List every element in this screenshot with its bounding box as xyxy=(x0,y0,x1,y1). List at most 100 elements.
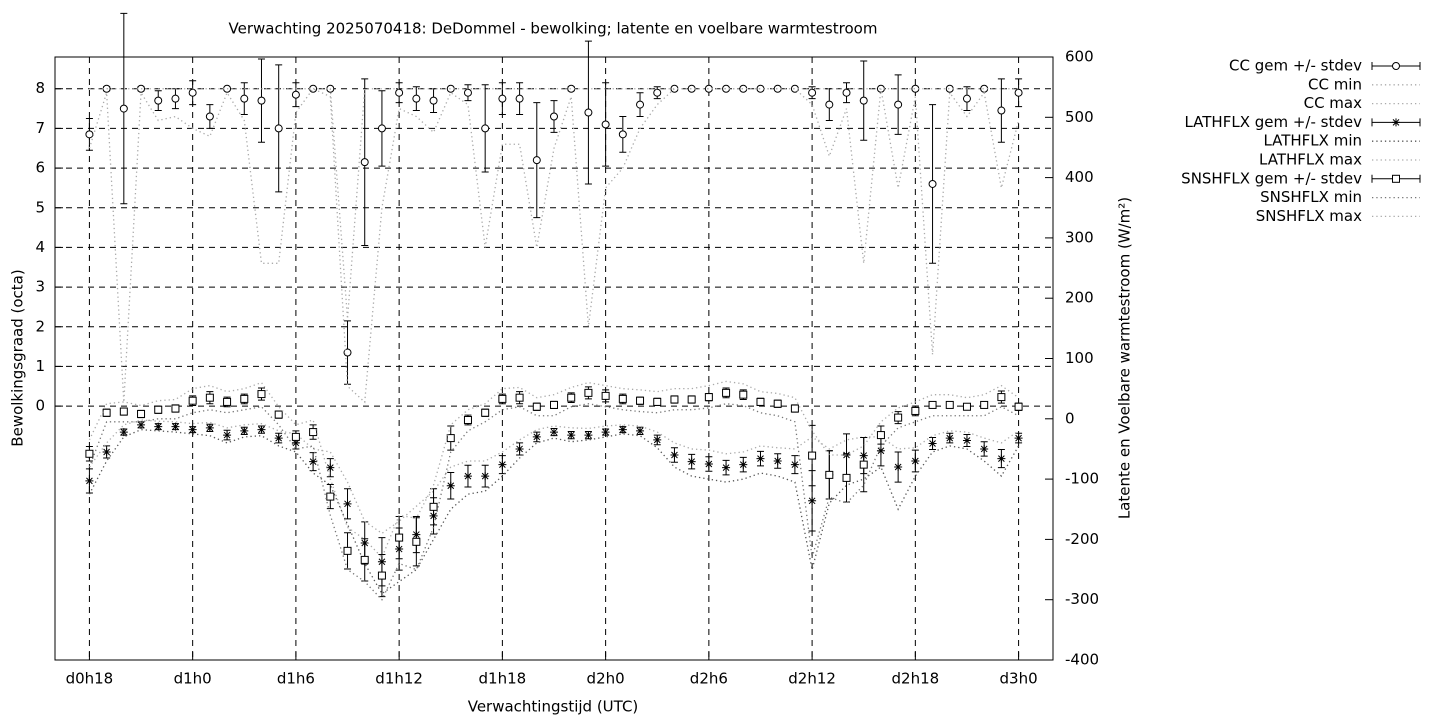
marker xyxy=(1014,402,1023,411)
marker xyxy=(584,388,593,397)
x-tick-label: d2h18 xyxy=(892,670,940,688)
marker xyxy=(498,460,507,469)
marker xyxy=(274,410,283,419)
marker xyxy=(876,446,885,455)
marker xyxy=(687,84,696,93)
legend-label: LATHFLX min xyxy=(1263,132,1362,150)
marker xyxy=(601,391,610,400)
marker xyxy=(911,84,920,93)
y2-tick-label: -100 xyxy=(1065,470,1099,488)
marker xyxy=(274,434,283,443)
marker xyxy=(205,423,214,432)
marker xyxy=(481,124,490,133)
marker xyxy=(567,393,576,402)
y2-tick-label: 600 xyxy=(1065,48,1094,66)
marker xyxy=(429,502,438,511)
y2-tick-label: -400 xyxy=(1065,651,1099,669)
marker xyxy=(360,158,369,167)
marker xyxy=(894,100,903,109)
x-tick-label: d3h0 xyxy=(1000,670,1038,688)
y2-tick-label: 100 xyxy=(1065,349,1094,367)
y2-tick-label: 0 xyxy=(1065,409,1075,427)
marker xyxy=(240,394,249,403)
marker xyxy=(291,432,300,441)
marker xyxy=(532,402,541,411)
marker xyxy=(291,90,300,99)
marker xyxy=(515,444,524,453)
y-tick-label: 5 xyxy=(35,198,45,216)
marker xyxy=(911,406,920,415)
marker xyxy=(928,179,937,188)
x-tick-label: d1h18 xyxy=(479,670,527,688)
legend-label: LATHFLX max xyxy=(1259,151,1362,169)
legend-marker xyxy=(1392,118,1400,127)
marker xyxy=(532,156,541,165)
marker xyxy=(154,96,163,105)
min-max-line xyxy=(88,419,1019,535)
marker xyxy=(980,444,989,453)
marker xyxy=(463,88,472,97)
marker xyxy=(119,428,128,437)
marker xyxy=(171,422,180,431)
marker xyxy=(446,84,455,93)
x-tick-label: d2h6 xyxy=(690,670,728,688)
marker xyxy=(223,397,232,406)
marker xyxy=(980,84,989,93)
legend-label: CC min xyxy=(1308,75,1362,93)
marker xyxy=(429,96,438,105)
marker xyxy=(515,393,524,402)
marker xyxy=(962,402,971,411)
marker xyxy=(722,463,731,472)
x-tick-label: d2h12 xyxy=(788,670,836,688)
marker xyxy=(1014,88,1023,97)
marker xyxy=(636,426,645,435)
marker xyxy=(360,555,369,564)
marker xyxy=(326,492,335,501)
marker xyxy=(980,400,989,409)
marker xyxy=(928,400,937,409)
marker xyxy=(722,388,731,397)
marker xyxy=(85,476,94,485)
marker xyxy=(653,88,662,97)
marker xyxy=(171,94,180,103)
marker xyxy=(722,84,731,93)
marker xyxy=(463,416,472,425)
marker xyxy=(85,130,94,139)
marker xyxy=(670,450,679,459)
marker xyxy=(154,405,163,414)
marker xyxy=(498,94,507,103)
marker xyxy=(412,537,421,546)
marker xyxy=(240,426,249,435)
marker xyxy=(498,394,507,403)
marker xyxy=(205,393,214,402)
marker xyxy=(223,431,232,440)
marker xyxy=(137,409,146,418)
marker xyxy=(670,84,679,93)
marker xyxy=(119,104,128,113)
y-axis-label: Bewolkingsgraad (octa) xyxy=(9,269,27,446)
marker xyxy=(326,463,335,472)
marker xyxy=(395,533,404,542)
marker xyxy=(102,447,111,456)
y-tick-label: 2 xyxy=(35,317,45,335)
marker xyxy=(876,431,885,440)
marker xyxy=(618,394,627,403)
y2-tick-label: -200 xyxy=(1065,530,1099,548)
marker xyxy=(825,470,834,479)
marker xyxy=(997,393,1006,402)
marker xyxy=(463,472,472,481)
marker xyxy=(584,108,593,117)
y2-axis-label: Latente en Voelbare warmtestroom (W/m²) xyxy=(1116,197,1134,519)
chart-title: Verwachting 2025070418: DeDommel - bewol… xyxy=(229,20,878,38)
marker xyxy=(773,399,782,408)
marker xyxy=(739,390,748,399)
legend-label: CC max xyxy=(1304,94,1363,112)
marker xyxy=(550,112,558,121)
marker xyxy=(412,94,421,103)
marker xyxy=(584,431,593,440)
min-max-line xyxy=(88,380,1019,559)
marker xyxy=(825,100,834,109)
y-tick-label: 0 xyxy=(35,397,45,415)
legend-label: LATHFLX gem +/- stdev xyxy=(1184,113,1362,131)
y-tick-label: 1 xyxy=(35,357,45,375)
